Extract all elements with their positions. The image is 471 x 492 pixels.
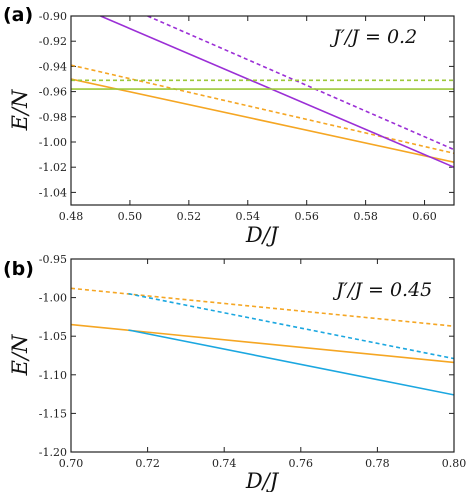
y-tick-label-a: -0.90	[39, 10, 67, 23]
x-tick-label-b: 0.74	[212, 457, 237, 470]
y-tick-label-b: -1.20	[39, 446, 67, 459]
y-tick-label-a: -0.96	[39, 86, 67, 99]
y-tick-label-a: -1.02	[39, 161, 67, 174]
series-line-orange-solid-a	[71, 78, 454, 163]
series-group-a	[71, 16, 454, 168]
plot-frame-a	[70, 15, 455, 206]
x-tick-label-a: 0.54	[236, 210, 261, 223]
x-tick-label-a: 0.60	[412, 210, 437, 223]
series-line-blue-solid-b	[128, 329, 454, 396]
x-tick-label-a: 0.50	[118, 210, 143, 223]
x-axis-title-a: D/J	[245, 223, 280, 247]
panel-b-label: (b)	[3, 258, 34, 280]
plot-area-b: 0.70 0.72 0.74 0.76 0.78 0.80 -0.95 -1.00 -1.05 -…	[39, 253, 466, 470]
y-tick-label-b: -1.00	[39, 292, 67, 305]
y-tick-label-a: -0.98	[39, 111, 67, 124]
y-tick-label-b: -1.15	[39, 407, 67, 420]
x-tick-label-a: 0.48	[59, 210, 84, 223]
x-tick-label-b: 0.76	[289, 457, 314, 470]
panel-a: (a) 0.48 0.50 0.52 0.54 0.56 0.58 0.60 -0.90 -0.…	[3, 4, 455, 247]
series-group-b	[71, 287, 454, 396]
x-tick-label-b: 0.72	[135, 457, 160, 470]
annotation-b: J′/J = 0.45	[332, 279, 432, 301]
y-tick-label-a: -1.04	[39, 186, 67, 199]
x-tick-label-a: 0.56	[294, 210, 319, 223]
plot-frame-b	[70, 258, 455, 453]
panel-a-label: (a)	[3, 4, 33, 26]
y-tick-label-a: -1.00	[39, 136, 67, 149]
x-axis-title-b: D/J	[245, 469, 280, 492]
series-line-violet-solid-a	[100, 16, 454, 168]
y-tick-label-b: -1.05	[39, 330, 67, 343]
series-line-blue-dashed-b	[128, 292, 454, 360]
y-tick-label-a: -0.92	[39, 35, 67, 48]
x-tick-label-a: 0.52	[177, 210, 202, 223]
x-tick-label-b: 0.78	[365, 457, 390, 470]
y-axis-title-b: E/N	[8, 334, 32, 376]
y-axis-title-a: E/N	[8, 89, 32, 131]
x-tick-label-b: 0.70	[59, 457, 84, 470]
series-line-orange-dashed-b	[71, 287, 454, 327]
y-tick-label-b: -0.95	[39, 253, 67, 266]
annotation-a: J′/J = 0.2	[329, 26, 417, 48]
x-tick-label-b: 0.80	[442, 457, 467, 470]
panel-b: (b) 0.70 0.72 0.74 0.76 0.78 0.80 -0.95 -1.00 -1…	[3, 253, 466, 492]
y-tick-label-a: -0.94	[39, 60, 67, 73]
y-tick-label-b: -1.10	[39, 369, 67, 382]
plot-area-a: 0.48 0.50 0.52 0.54 0.56 0.58 0.60 -0.90 -0.92 -0…	[39, 10, 454, 223]
series-line-orange-dashed-a	[71, 64, 454, 155]
x-tick-label-a: 0.58	[353, 210, 378, 223]
